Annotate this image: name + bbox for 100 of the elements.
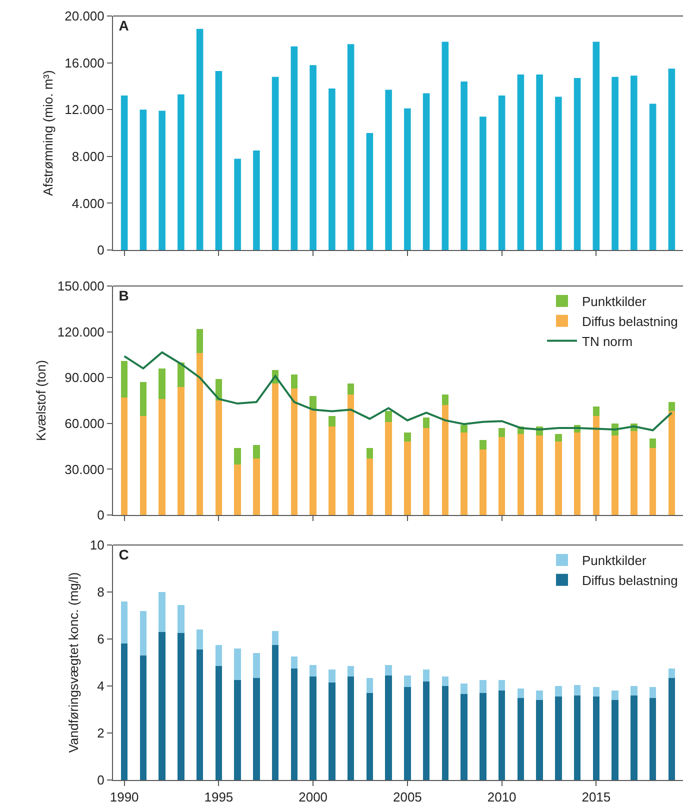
bar xyxy=(272,630,279,645)
bar xyxy=(178,386,184,515)
bar xyxy=(668,411,676,515)
bar xyxy=(480,680,486,694)
bar xyxy=(517,74,524,250)
y-tick-label: 120.000 xyxy=(57,324,104,340)
bar xyxy=(442,405,449,515)
bar xyxy=(498,437,506,515)
bar xyxy=(272,644,279,780)
bar xyxy=(668,402,676,412)
bar xyxy=(234,448,241,465)
bar xyxy=(366,678,374,694)
bar xyxy=(310,664,316,677)
y-axis-title: Vandføringsvægtet konc. (mg/l) xyxy=(66,572,81,753)
bar xyxy=(328,682,336,780)
bar xyxy=(630,431,638,515)
y-tick-label: 0 xyxy=(97,772,104,788)
bar xyxy=(480,116,486,250)
bar xyxy=(196,328,204,354)
bar xyxy=(574,695,581,780)
y-tick-label: 16.000 xyxy=(64,55,104,70)
line-series xyxy=(123,351,673,432)
bar xyxy=(422,428,430,515)
y-tick-label: 0 xyxy=(97,242,104,258)
bar xyxy=(385,422,392,515)
bar xyxy=(140,382,147,416)
y-tick-label: 60.000 xyxy=(64,416,104,431)
bar xyxy=(592,406,600,416)
bar xyxy=(215,644,222,666)
bar xyxy=(178,633,184,780)
bar xyxy=(517,698,524,780)
y-tick-label: 8.000 xyxy=(72,148,104,164)
bar xyxy=(404,442,411,515)
bar xyxy=(404,432,411,442)
bar xyxy=(347,384,354,394)
bar xyxy=(404,687,411,780)
bar xyxy=(234,680,241,780)
bar xyxy=(592,696,600,780)
legend-label: TN norm xyxy=(582,334,633,349)
bar xyxy=(234,464,241,515)
bar xyxy=(555,696,562,780)
chart-title: A xyxy=(118,17,129,34)
y-tick-label: 4.000 xyxy=(72,196,104,211)
y-tick-label: 90.000 xyxy=(64,370,104,386)
x-tick-label: 2015 xyxy=(582,790,611,805)
bar xyxy=(366,693,374,780)
bar xyxy=(272,76,279,250)
bar xyxy=(498,680,506,691)
bar xyxy=(460,82,468,250)
bar xyxy=(422,670,430,682)
bar xyxy=(442,394,449,406)
bar xyxy=(442,42,449,250)
bar xyxy=(536,74,543,250)
bar xyxy=(555,442,562,515)
bar xyxy=(253,653,260,678)
y-tick-label: 6 xyxy=(97,632,104,647)
bar xyxy=(385,411,392,422)
bar xyxy=(253,150,260,250)
bar xyxy=(328,88,336,250)
bar xyxy=(328,416,336,426)
bar xyxy=(215,666,222,780)
bar xyxy=(347,44,354,250)
bar xyxy=(328,670,336,682)
bar xyxy=(649,687,656,698)
bar xyxy=(196,28,204,250)
bar xyxy=(196,353,204,515)
bar xyxy=(120,601,128,644)
bar xyxy=(442,686,449,780)
bar xyxy=(196,630,204,650)
bar xyxy=(310,676,316,780)
bar xyxy=(517,434,524,515)
bar xyxy=(385,675,392,780)
bar xyxy=(460,432,468,515)
bar xyxy=(215,400,222,515)
bar xyxy=(630,76,638,250)
bar xyxy=(480,449,486,515)
bar xyxy=(668,678,676,780)
bar xyxy=(178,604,184,634)
bar xyxy=(649,698,656,780)
bar xyxy=(668,668,676,678)
bar xyxy=(290,656,298,668)
y-tick-label: 150.000 xyxy=(57,278,104,294)
bar xyxy=(366,448,374,459)
bar xyxy=(140,416,147,515)
bar xyxy=(328,426,336,515)
x-tick-label: 1990 xyxy=(110,790,139,805)
x-tick-label: 2005 xyxy=(392,790,422,805)
legend-label: Diffus belastning xyxy=(582,572,678,588)
bar xyxy=(385,664,392,676)
bar xyxy=(555,686,562,697)
y-axis-title: Kvælstof (ton) xyxy=(33,360,48,441)
y-tick-label: 8 xyxy=(97,584,104,600)
y-tick-label: 20.000 xyxy=(64,8,104,24)
bar xyxy=(649,104,656,250)
bar xyxy=(612,700,618,780)
bar xyxy=(404,675,411,688)
bar xyxy=(592,42,600,250)
bar xyxy=(630,686,638,696)
bar xyxy=(310,65,316,250)
bar xyxy=(422,93,430,250)
